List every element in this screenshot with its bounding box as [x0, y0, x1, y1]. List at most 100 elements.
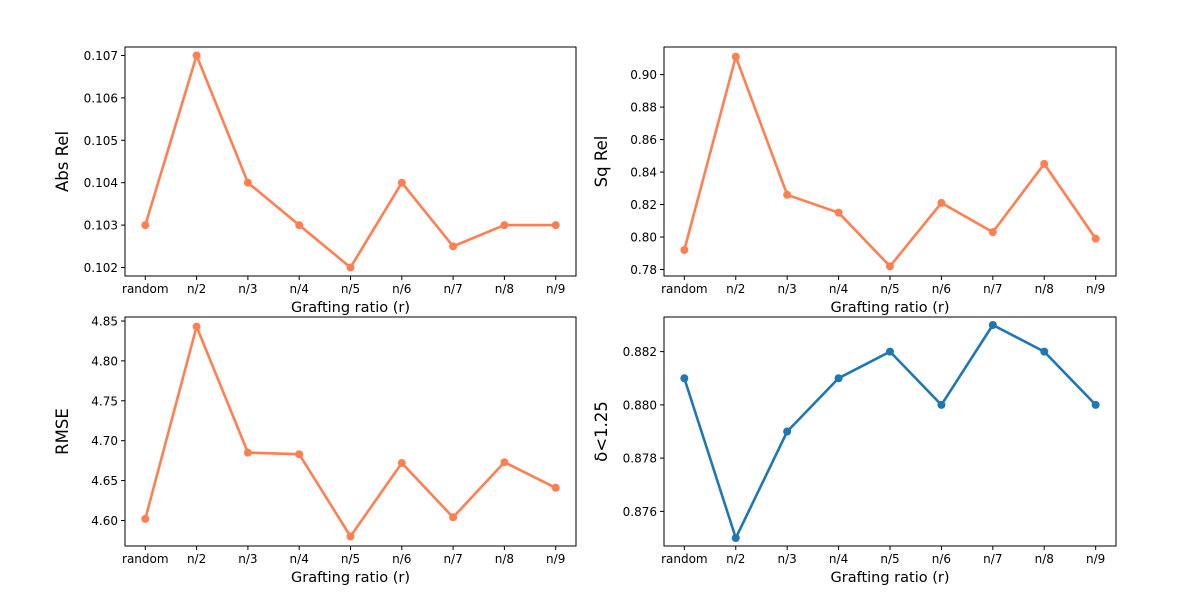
chart-sq-rel-x-tick-label: n/5 [880, 282, 899, 296]
chart-sq-rel-x-tick-label: n/4 [829, 282, 848, 296]
chart-rmse-axes-frame [124, 316, 577, 547]
chart-sq-rel-x-axis-label: Grafting ratio (r) [831, 300, 950, 316]
chart-abs-rel-y-tick-label: 0.104 [84, 176, 118, 190]
chart-abs-rel-x-tick-label: n/7 [443, 282, 462, 296]
chart-abs-rel-panel: random n/2 n/3 n/4 n/5 n/6 n/7 n/8 n/9 0.102 0.103… [53, 46, 577, 316]
chart-delta-x-tick-label: n/2 [726, 552, 745, 566]
chart-abs-rel-point-n-3 [243, 178, 252, 187]
chart-rmse-point-n-8 [500, 458, 509, 467]
chart-delta-y-tick-label: 0.880 [623, 398, 657, 412]
chart-delta-x-tick-label: n/5 [880, 552, 899, 566]
chart-rmse-point-n-5 [346, 532, 355, 541]
chart-delta-x-tick-label: n/8 [1035, 552, 1054, 566]
chart-abs-rel-x-tick-label: n/2 [187, 282, 206, 296]
chart-delta-point-n-8 [1040, 347, 1049, 356]
chart-sq-rel-point-n-8 [1040, 159, 1049, 168]
chart-rmse-x-tick-label: n/2 [187, 552, 206, 566]
chart-sq-rel-x-tick-label: n/7 [983, 282, 1002, 296]
chart-sq-rel-y-tick-label: 0.90 [630, 68, 657, 82]
chart-sq-rel-axes-frame [663, 46, 1117, 277]
chart-sq-rel-series-line [682, 55, 1097, 268]
chart-delta-y-tick-label: 0.882 [623, 345, 657, 359]
chart-sq-rel-point-n-7 [988, 228, 997, 237]
chart-rmse-point-n-2 [192, 322, 201, 331]
chart-sq-rel-point-n-2 [731, 52, 740, 61]
chart-delta-x-axis-label: Grafting ratio (r) [831, 570, 950, 586]
chart-delta-series-line [682, 323, 1097, 540]
chart-sq-rel-point-random [680, 246, 689, 255]
chart-sq-rel-y-tick-label: 0.84 [630, 166, 657, 180]
chart-delta-y-tick-label: 0.878 [623, 452, 657, 466]
chart-sq-rel-y-tick-label: 0.88 [630, 101, 657, 115]
chart-rmse-point-n-6 [397, 459, 406, 468]
chart-rmse-y-tick-label: 4.65 [91, 474, 118, 488]
chart-rmse-x-axis-label: Grafting ratio (r) [291, 570, 410, 586]
chart-abs-rel-point-n-8 [500, 221, 509, 230]
chart-abs-rel-y-tick-label: 0.102 [84, 261, 118, 275]
chart-delta-y-tick-label: 0.876 [623, 505, 657, 519]
chart-abs-rel-point-n-6 [397, 178, 406, 187]
chart-sq-rel-x-tick-label: n/8 [1035, 282, 1054, 296]
chart-rmse-y-tick-label: 4.85 [91, 314, 118, 328]
chart-abs-rel-x-tick-label: n/5 [341, 282, 360, 296]
chart-delta-point-n-6 [937, 400, 946, 409]
chart-abs-rel-point-random [141, 221, 150, 230]
chart-delta-x-tick-label: n/9 [1086, 552, 1105, 566]
chart-abs-rel-x-tick-label: random [122, 282, 169, 296]
chart-delta-panel: random n/2 n/3 n/4 n/5 n/6 n/7 n/8 n/9 0.876 0.878… [592, 316, 1117, 586]
chart-rmse-point-n-9 [551, 483, 560, 492]
chart-rmse-x-tick-label: n/7 [443, 552, 462, 566]
chart-delta-point-n-5 [886, 347, 894, 356]
chart-delta-x-tick-label: n/6 [932, 552, 951, 566]
chart-rmse-y-tick-label: 4.80 [91, 354, 118, 368]
chart-abs-rel-x-tick-label: n/8 [495, 282, 514, 296]
chart-abs-rel-point-n-4 [295, 221, 304, 230]
chart-rmse-y-tick-label: 4.60 [91, 514, 118, 528]
chart-delta-x-tick-label: n/3 [778, 552, 797, 566]
chart-sq-rel-y-tick-label: 0.80 [630, 231, 657, 245]
chart-abs-rel-x-axis-label: Grafting ratio (r) [291, 300, 410, 316]
chart-delta-x-tick-label: n/4 [829, 552, 848, 566]
chart-delta-point-n-4 [834, 374, 843, 383]
chart-delta-x-tick-label: n/7 [983, 552, 1002, 566]
chart-sq-rel-x-tick-label: n/6 [932, 282, 951, 296]
chart-delta-point-n-3 [783, 427, 792, 436]
chart-abs-rel-y-axis-label: Abs Rel [53, 131, 72, 192]
chart-delta-point-n-7 [988, 320, 997, 329]
chart-abs-rel-series-line [144, 54, 558, 269]
chart-sq-rel-x-tick-label: random [661, 282, 708, 296]
chart-rmse-point-n-7 [449, 513, 458, 522]
chart-delta-x-tick-label: random [661, 552, 708, 566]
chart-sq-rel-point-n-4 [834, 208, 843, 217]
chart-rmse-x-tick-label: n/4 [290, 552, 309, 566]
chart-delta-point-random [680, 374, 689, 383]
chart-sq-rel-x-tick-label: n/3 [778, 282, 797, 296]
chart-abs-rel-point-n-7 [449, 242, 458, 251]
chart-abs-rel-x-tick-label: n/4 [290, 282, 309, 296]
chart-sq-rel-x-tick-label: n/9 [1086, 282, 1105, 296]
chart-rmse-point-random [141, 514, 150, 523]
chart-abs-rel-y-tick-label: 0.105 [84, 134, 118, 148]
chart-rmse-y-tick-label: 4.70 [91, 434, 118, 448]
chart-rmse-x-tick-label: n/6 [392, 552, 411, 566]
chart-delta-point-n-9 [1091, 400, 1100, 409]
chart-abs-rel-x-tick-label: n/6 [392, 282, 411, 296]
chart-abs-rel-x-tick-label: n/9 [546, 282, 565, 296]
chart-sq-rel-point-n-5 [886, 262, 894, 271]
chart-abs-rel-point-n-9 [551, 221, 560, 230]
chart-sq-rel-y-tick-label: 0.86 [630, 133, 657, 147]
chart-rmse-y-axis-label: RMSE [53, 408, 72, 455]
chart-delta-y-axis-label: δ<1.25 [592, 401, 611, 462]
chart-rmse-x-tick-label: n/5 [341, 552, 360, 566]
chart-sq-rel-y-tick-label: 0.78 [630, 263, 657, 277]
chart-rmse-point-n-3 [243, 448, 252, 457]
chart-rmse-y-tick-label: 4.75 [91, 394, 118, 408]
chart-rmse-point-n-4 [295, 450, 304, 459]
chart-rmse-x-tick-label: n/3 [238, 552, 257, 566]
chart-rmse-x-tick-label: n/9 [546, 552, 565, 566]
chart-sq-rel-x-tick-label: n/2 [726, 282, 745, 296]
chart-rmse-x-tick-label: random [122, 552, 169, 566]
chart-rmse-series-line [144, 325, 558, 538]
chart-abs-rel-y-tick-label: 0.103 [84, 219, 118, 233]
